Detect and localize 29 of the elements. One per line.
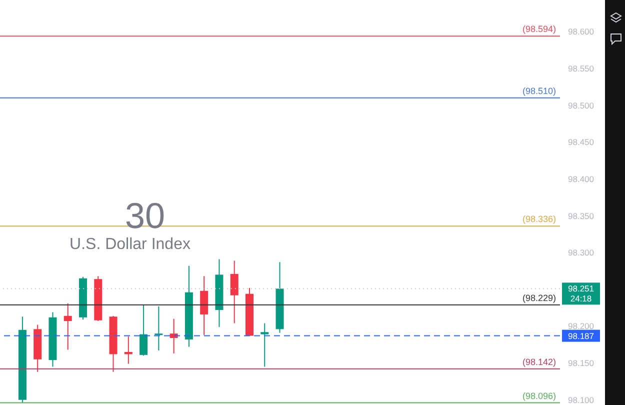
candlestick: [230, 260, 238, 324]
y-tick-label: 98.150: [568, 358, 594, 368]
text: 30: [124, 195, 166, 236]
y-tick-label: 98.350: [568, 210, 594, 221]
candlestick: [124, 336, 132, 364]
candlestick: [64, 302, 72, 350]
text: U.S. Dollar Index: [70, 236, 190, 254]
ref-line-label: (98.510): [522, 86, 556, 96]
y-tick-label: 98.200: [568, 321, 594, 332]
ref-line-label: 98.187: [568, 330, 594, 341]
candlestick: [260, 322, 269, 368]
ref-line-label: (98.336): [522, 214, 556, 224]
y-tick-label: 98.550: [568, 64, 594, 74]
ref-line-label: (98.594): [522, 24, 556, 34]
text: 24:18: [570, 294, 592, 304]
y-tick-label: 98.450: [568, 137, 594, 148]
candlestick: [170, 318, 178, 354]
ref-line-label: (98.229): [522, 292, 556, 303]
y-tick-label: 98.400: [568, 174, 594, 184]
ref-line-label: (98.142): [522, 356, 556, 367]
candlestick: [200, 276, 208, 336]
y-tick-label: 98.500: [568, 100, 594, 110]
ref-line-label: (98.096): [522, 390, 556, 401]
y-tick-label: 98.100: [568, 394, 594, 405]
candlestick: [140, 304, 148, 356]
y-tick-label: 98.600: [568, 26, 594, 37]
y-tick-label: 98.300: [568, 248, 594, 258]
candlestick: [154, 306, 163, 352]
ref-line-label: 98.251: [568, 284, 594, 294]
